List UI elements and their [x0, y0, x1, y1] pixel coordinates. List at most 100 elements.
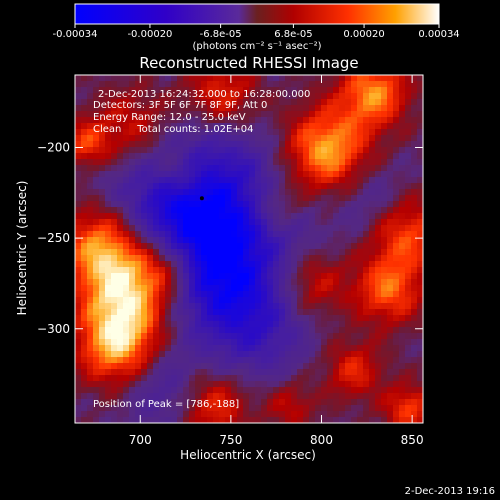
heatmap-cell: [399, 381, 406, 388]
heatmap-cell: [219, 411, 226, 418]
heatmap-cell: [351, 399, 358, 406]
heatmap-cell: [213, 369, 220, 376]
heatmap-cell: [297, 339, 304, 346]
heatmap-cell: [279, 309, 286, 316]
heatmap-cell: [399, 285, 406, 292]
heatmap-cell: [255, 381, 262, 388]
heatmap-cell: [213, 225, 220, 232]
heatmap-cell: [153, 117, 160, 124]
heatmap-cell: [255, 93, 262, 100]
heatmap-cell: [243, 339, 250, 346]
heatmap-cell: [417, 315, 423, 322]
heatmap-cell: [237, 141, 244, 148]
heatmap-cell: [261, 303, 268, 310]
heatmap-cell: [213, 75, 220, 82]
heatmap-cell: [375, 393, 382, 400]
heatmap-cell: [309, 219, 316, 226]
heatmap-cell: [213, 231, 220, 238]
heatmap-cell: [405, 309, 412, 316]
heatmap-cell: [123, 213, 130, 220]
heatmap-cell: [357, 321, 364, 328]
heatmap-cell: [249, 231, 256, 238]
heatmap-cell: [357, 405, 364, 412]
heatmap-cell: [201, 321, 208, 328]
heatmap-cell: [291, 231, 298, 238]
heatmap-cell: [381, 339, 388, 346]
heatmap-cell: [237, 165, 244, 172]
heatmap-cell: [153, 237, 160, 244]
heatmap-cell: [309, 189, 316, 196]
heatmap-cell: [405, 261, 412, 268]
heatmap-cell: [153, 363, 160, 370]
heatmap-cell: [219, 231, 226, 238]
heatmap-cell: [261, 291, 268, 298]
heatmap-cell: [141, 321, 148, 328]
heatmap-cell: [393, 201, 400, 208]
heatmap-cell: [345, 327, 352, 334]
heatmap-cell: [243, 249, 250, 256]
heatmap-cell: [147, 309, 154, 316]
heatmap-cell: [93, 393, 100, 400]
heatmap-cell: [225, 285, 232, 292]
heatmap-cell: [99, 129, 106, 136]
heatmap-cell: [411, 279, 418, 286]
heatmap-cell: [339, 207, 346, 214]
heatmap-cell: [123, 183, 130, 190]
heatmap-cell: [411, 405, 418, 412]
heatmap-cell: [351, 249, 358, 256]
chart-title: Reconstructed RHESSI Image: [139, 54, 358, 72]
heatmap-cell: [231, 243, 238, 250]
heatmap-cell: [333, 243, 340, 250]
heatmap-cell: [141, 255, 148, 262]
heatmap-cell: [333, 231, 340, 238]
heatmap-cell: [177, 291, 184, 298]
heatmap-cell: [93, 117, 100, 124]
heatmap-cell: [105, 243, 112, 250]
heatmap-cell: [81, 285, 88, 292]
heatmap-cell: [195, 141, 202, 148]
heatmap-cell: [237, 225, 244, 232]
heatmap-cell: [117, 129, 124, 136]
heatmap-cell: [327, 231, 334, 238]
heatmap-cell: [273, 105, 280, 112]
heatmap-cell: [177, 135, 184, 142]
heatmap-cell: [267, 183, 274, 190]
heatmap-cell: [309, 405, 316, 412]
heatmap-cell: [213, 333, 220, 340]
heatmap-cell: [279, 243, 286, 250]
heatmap-cell: [213, 411, 220, 418]
peak-position-label: Position of Peak = [786,-188]: [93, 399, 239, 410]
heatmap-cell: [369, 387, 376, 394]
heatmap-cell: [129, 165, 136, 172]
heatmap-cell: [273, 327, 280, 334]
heatmap-cell: [201, 387, 208, 394]
heatmap-cell: [219, 243, 226, 250]
heatmap-cell: [147, 261, 154, 268]
heatmap-cell: [339, 75, 346, 82]
heatmap-cell: [105, 363, 112, 370]
heatmap-cell: [393, 321, 400, 328]
heatmap-cell: [357, 375, 364, 382]
heatmap-cell: [75, 381, 82, 388]
heatmap-cell: [141, 243, 148, 250]
heatmap-cell: [171, 111, 178, 118]
heatmap-cell: [231, 255, 238, 262]
heatmap-cell: [267, 195, 274, 202]
heatmap-cell: [231, 381, 238, 388]
heatmap-cell: [267, 369, 274, 376]
heatmap-cell: [105, 315, 112, 322]
heatmap-cell: [225, 417, 232, 423]
heatmap-cell: [393, 267, 400, 274]
heatmap-cell: [225, 315, 232, 322]
heatmap-cell: [333, 411, 340, 418]
heatmap-cell: [405, 339, 412, 346]
heatmap-cell: [99, 363, 106, 370]
heatmap-cell: [237, 117, 244, 124]
heatmap-cell: [141, 381, 148, 388]
heatmap-cell: [195, 111, 202, 118]
heatmap-cell: [387, 195, 394, 202]
heatmap-cell: [387, 141, 394, 148]
heatmap-cell: [177, 93, 184, 100]
heatmap-cell: [303, 153, 310, 160]
heatmap-cell: [261, 387, 268, 394]
